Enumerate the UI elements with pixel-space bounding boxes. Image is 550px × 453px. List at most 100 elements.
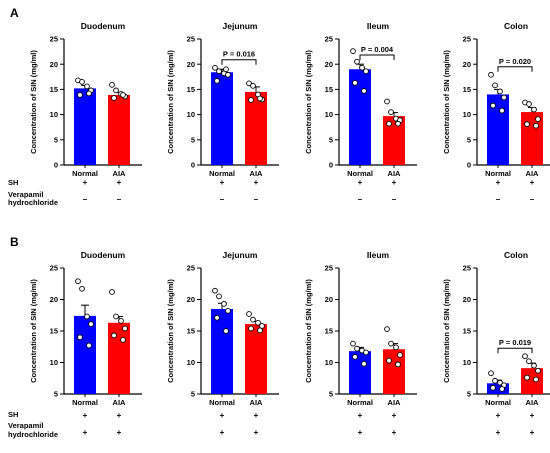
pa1-condition-symbol: + [83,178,88,187]
pa1-point-aia [109,82,115,88]
pb2-xtick-label: Normal [209,398,235,407]
pa3-ytick-label: 10 [325,110,333,119]
pa2-ytick-label: 0 [191,161,195,170]
pa4-pvalue: P = 0.020 [499,57,531,66]
pb3-point-normal [363,349,369,356]
pa1-condition-symbol: + [117,178,122,187]
pb3-ytick-label: 5 [329,390,333,399]
pb4-ytick-label: 20 [463,295,471,304]
pb2-point-normal [212,287,218,294]
pa2-significance-bracket [221,59,257,65]
pb1-ytick-label: 5 [54,390,58,399]
row-b-condition-label: hydrochloride [8,430,58,439]
pb1-condition-symbol: + [83,428,88,437]
pa1-ylabel: Concentration of SIN (mg/ml) [29,50,38,154]
pa4-significance-bracket [497,66,533,72]
pa3-condition-symbol: + [392,178,397,187]
pa4-condition-symbol: + [530,178,535,187]
pb3-point-aia [393,344,399,351]
pb4-title: Colon [504,250,528,260]
pa2-xtick-label: Normal [209,169,235,178]
pb3-point-aia [397,352,403,358]
pb2-point-normal [225,307,231,314]
pb1-condition-symbol: + [83,411,88,420]
pb1-ytick-label: 15 [50,327,58,336]
pb2-ytick-label: 5 [191,390,195,399]
pb3-point-aia [384,326,390,332]
pa3-point-normal [350,48,356,54]
pa1-condition-symbol: – [83,195,88,204]
pa1-ytick-label: 10 [50,110,58,119]
pa4-point-normal [488,71,494,78]
row-b-condition-label: SH [8,410,18,419]
pb2-point-normal [214,314,220,321]
pb2-point-aia [257,327,263,334]
pb4-point-normal [492,377,498,384]
pa4-ytick-label: 0 [467,161,471,170]
pa3-point-aia [384,98,390,105]
pb2-ytick-label: 20 [187,295,195,304]
pb2-point-aia [255,319,261,326]
pb2-ytick-label: 10 [187,358,195,367]
pb2-condition-symbol: + [220,428,225,437]
pa2-pvalue: P = 0.016 [223,50,255,59]
pa2-point-aia [246,80,252,87]
pa1-point-aia [120,92,126,98]
pb1-ytick-label: 25 [50,264,58,273]
pa3-ytick-label: 5 [329,135,333,144]
pa2-point-normal [214,77,220,84]
pa2-point-aia [250,83,256,89]
pa3-point-normal [359,64,365,71]
pb4-ytick-label: 5 [467,390,471,399]
pb1-title: Duodenum [81,250,126,260]
row-a-condition-label: Verapamil [8,190,43,199]
pb3-ylabel: Concentration of SIN (mg/ml) [304,279,313,383]
pa3-point-aia [395,120,401,127]
pa3-condition-symbol: – [358,195,363,204]
pa3-bar-aia [383,116,405,165]
row-a-condition-label: hydrochloride [8,198,58,207]
pb1-xtick-label: AIA [113,398,127,407]
pb1-point-aia [111,332,117,339]
pa2-ytick-label: 25 [187,35,195,44]
pa4-point-normal [501,94,507,101]
pa1-xtick-label: AIA [113,169,127,178]
pb1-ylabel: Concentration of SIN (mg/ml) [29,279,38,383]
pa4-condition-symbol: + [496,178,501,187]
pa3-pvalue: P = 0.004 [361,45,394,54]
pa2-point-normal [223,66,229,73]
pb2-point-aia [248,325,254,332]
pa1-bar-aia [108,94,130,165]
pb3-ytick-label: 15 [325,327,333,336]
pa2-point-normal [212,64,218,71]
pa2-ylabel: Concentration of SIN (mg/ml) [166,50,175,154]
pb1-point-normal [75,278,81,285]
pb4-xtick-label: AIA [526,398,540,407]
pb3-point-normal [361,360,367,367]
pb2-ytick-label: 25 [187,264,195,273]
pb1-ytick-label: 10 [50,358,58,367]
pb1-condition-symbol: + [117,428,122,437]
panel-letter-b: B [10,235,19,249]
pa4-xtick-label: Normal [485,169,511,178]
pa2-point-normal [216,68,222,75]
pb2-point-normal [221,301,227,307]
pb3-xtick-label: AIA [388,398,402,407]
pa4-condition-symbol: – [530,195,535,204]
pb3-point-normal [350,340,356,347]
pb4-ytick-label: 15 [463,327,471,336]
pa1-point-normal [77,92,83,98]
pb4-point-normal [488,370,494,377]
pb4-point-normal [490,384,496,391]
pb4-pvalue: P = 0.019 [499,338,531,347]
pa3-xtick-label: Normal [347,169,373,178]
pb1-point-aia [122,325,128,332]
pb1-point-aia [118,318,124,324]
pa4-point-aia [526,101,532,107]
pa4-ytick-label: 5 [467,135,471,144]
pb3-ytick-label: 20 [325,295,333,304]
pb4-ytick-label: 10 [463,358,471,367]
pa2-condition-symbol: – [254,195,259,204]
pb1-ytick-label: 20 [50,295,58,304]
